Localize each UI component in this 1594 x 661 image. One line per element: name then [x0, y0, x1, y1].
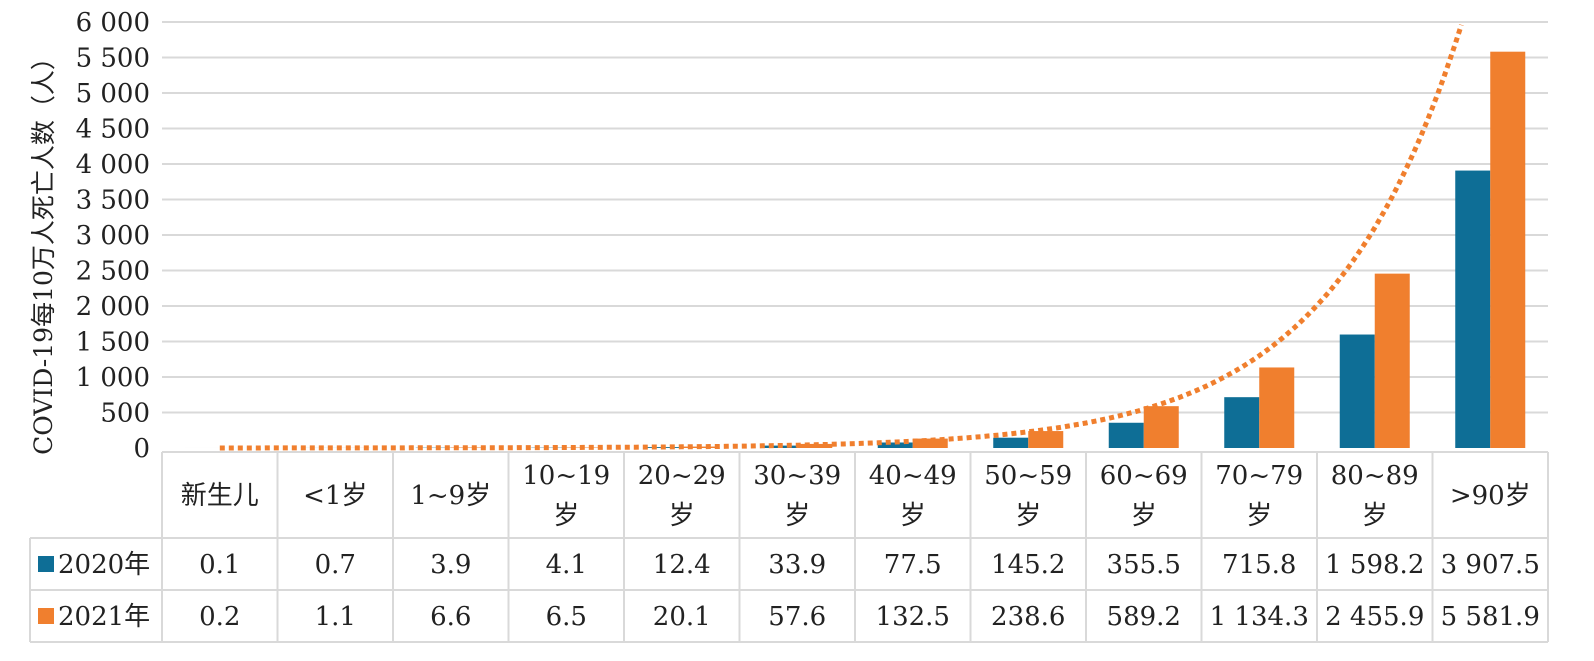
category-label: 40~49: [869, 461, 957, 491]
category-label: 60~69: [1100, 461, 1188, 491]
category-label: 新生儿: [181, 481, 259, 511]
category-label: 岁: [1015, 501, 1041, 531]
category-label: <1岁: [303, 481, 367, 511]
data-label: 2 455.9: [1325, 602, 1424, 632]
y-tick-label: 0: [133, 434, 150, 464]
bars: [184, 51, 1526, 449]
data-label: 33.9: [768, 550, 826, 580]
y-axis-label: COVID-19每10万人死亡人数（人）: [29, 45, 58, 455]
data-label: 6.6: [430, 602, 471, 632]
category-label: 岁: [553, 501, 579, 531]
y-tick-label: 3 000: [76, 221, 150, 251]
category-label: >90岁: [1450, 481, 1531, 511]
data-label: 132.5: [876, 602, 950, 632]
bar-series2: [1028, 431, 1064, 448]
legend-swatch: [38, 608, 54, 624]
y-tick-label: 5 500: [76, 44, 150, 74]
data-label: 715.8: [1222, 550, 1296, 580]
category-label: 30~39: [753, 461, 841, 491]
bar-series2: [1259, 367, 1295, 448]
category-label: 岁: [1362, 501, 1388, 531]
data-label: 3.9: [430, 550, 471, 580]
y-tick-label: 3 500: [76, 186, 150, 216]
bar-series1: [877, 442, 913, 448]
data-label: 6.5: [546, 602, 587, 632]
legend-swatch: [38, 556, 54, 572]
data-label: 0.7: [315, 550, 356, 580]
y-tick-label: 2 500: [76, 257, 150, 287]
trendline: [219, 24, 1464, 451]
y-tick-label: 4 000: [76, 150, 150, 180]
category-label: 岁: [1131, 501, 1157, 531]
data-label: 589.2: [1107, 602, 1181, 632]
data-label: 1.1: [315, 602, 356, 632]
data-label: 3 907.5: [1441, 550, 1540, 580]
y-tick-label: 6 000: [76, 8, 150, 38]
category-label: 岁: [784, 501, 810, 531]
category-label: 50~59: [984, 461, 1072, 491]
y-axis-ticks: 0 500 1 000 1 500 2 000 2 500 3 000 3 500 4 000 4…: [76, 8, 150, 464]
gridlines: [162, 21, 1548, 414]
bar-series1: [1224, 397, 1260, 448]
bar-series1: [1108, 422, 1144, 448]
y-axis-title: COVID-19每10万人死亡人数（人）: [29, 45, 58, 455]
y-tick-label: 1 500: [76, 328, 150, 358]
bar-series2: [1143, 406, 1179, 448]
data-label: 20.1: [653, 602, 711, 632]
category-label: 岁: [900, 501, 926, 531]
y-tick-label: 500: [100, 399, 150, 429]
data-label: 0.2: [199, 602, 240, 632]
data-label: 0.1: [199, 550, 240, 580]
data-table: 新生儿 <1岁 1~9岁 10~19 岁 20~29 岁 30~39 岁 40~49 岁 50~59 岁…: [29, 451, 1549, 643]
y-tick-label: 2 000: [76, 292, 150, 322]
category-label: 1~9岁: [410, 481, 491, 511]
exponential-trendline: [219, 24, 1464, 451]
bar-series2: [1374, 273, 1410, 448]
data-label: 145.2: [991, 550, 1065, 580]
data-label: 57.6: [768, 602, 826, 632]
category-label: 70~79: [1215, 461, 1303, 491]
data-label: 355.5: [1107, 550, 1181, 580]
data-label: 77.5: [884, 550, 942, 580]
y-tick-label: 5 000: [76, 79, 150, 109]
bar-series2: [1490, 51, 1526, 449]
bar-series2: [912, 438, 948, 448]
data-label: 1 134.3: [1210, 602, 1309, 632]
category-label: 岁: [1246, 501, 1272, 531]
bar-series1: [993, 437, 1029, 448]
y-tick-label: 4 500: [76, 115, 150, 145]
category-label: 20~29: [638, 461, 726, 491]
data-label: 4.1: [546, 550, 587, 580]
data-label: 1 598.2: [1325, 550, 1424, 580]
legend-label: 2021年: [58, 602, 150, 632]
category-label: 10~19: [522, 461, 610, 491]
y-tick-label: 1 000: [76, 363, 150, 393]
bar-series1: [1455, 170, 1491, 448]
category-label: 岁: [669, 501, 695, 531]
legend-label: 2020年: [58, 550, 150, 580]
data-label: 238.6: [991, 602, 1065, 632]
data-label: 12.4: [653, 550, 711, 580]
bar-series1: [1339, 334, 1375, 448]
category-label: 80~89: [1331, 461, 1419, 491]
data-label: 5 581.9: [1441, 602, 1540, 632]
